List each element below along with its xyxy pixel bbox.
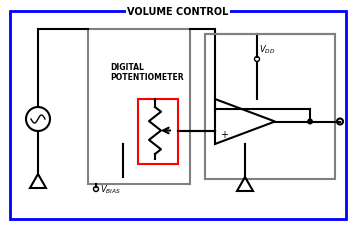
Polygon shape xyxy=(215,100,275,144)
Circle shape xyxy=(307,119,313,125)
FancyBboxPatch shape xyxy=(88,30,190,184)
Text: $V_{DD}$: $V_{DD}$ xyxy=(259,44,276,56)
Text: +: + xyxy=(220,129,228,139)
Text: POTENTIOMETER: POTENTIOMETER xyxy=(110,73,184,82)
Text: −: − xyxy=(220,105,228,114)
Text: VOLUME CONTROL: VOLUME CONTROL xyxy=(127,7,229,17)
Text: DIGITAL: DIGITAL xyxy=(110,63,144,72)
Text: $V_{BIAS}$: $V_{BIAS}$ xyxy=(100,183,121,195)
